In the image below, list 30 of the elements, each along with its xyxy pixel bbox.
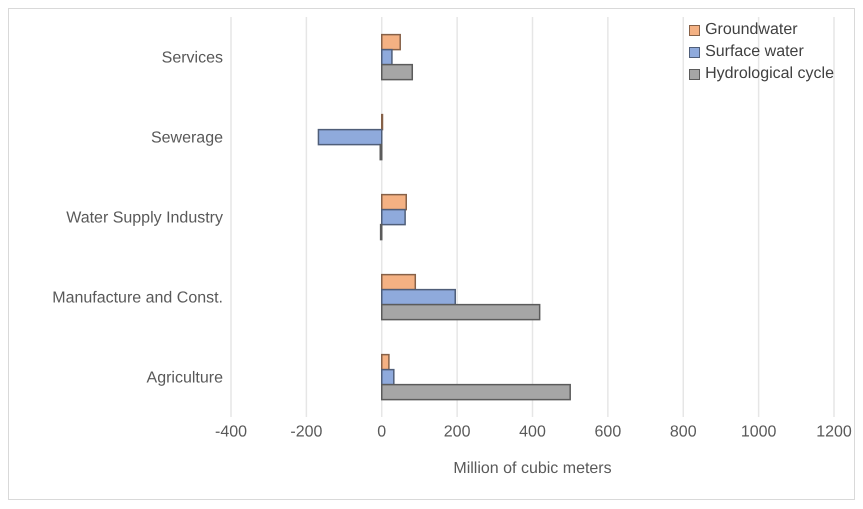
x-tick-label: -400 [214,423,248,440]
bar [381,48,393,66]
bar [381,194,407,210]
x-tick-label: -200 [290,423,322,440]
bar [381,64,414,80]
x-tick-label: 800 [670,423,697,440]
y-tick-label: Sewerage [150,130,224,147]
y-tick-label: Agriculture [146,370,224,387]
bar [381,354,390,370]
y-tick-label: Services [162,50,223,67]
bar [381,288,456,306]
y-tick-label: Manufacture and Const. [52,290,223,307]
x-tick-label: 1200 [816,423,852,440]
bar [381,274,416,290]
bar [381,368,395,386]
x-tick-label: 400 [519,423,546,440]
x-tick-label: 0 [377,423,386,440]
x-axis-title: Million of cubic meters [453,460,612,477]
bar [318,128,382,146]
bar [381,384,571,400]
y-tick-label: Water Supply Industry [66,210,223,227]
legend-label: Groundwater [705,21,798,39]
bar [381,208,406,226]
legend-label: Hydrological cycle [705,65,834,83]
x-tick-label: 600 [594,423,622,440]
x-tick-label: 1000 [740,423,777,440]
bar [381,34,401,50]
bar [381,304,540,320]
legend-label: Surface water [705,43,804,61]
x-tick-label: 200 [444,423,471,440]
